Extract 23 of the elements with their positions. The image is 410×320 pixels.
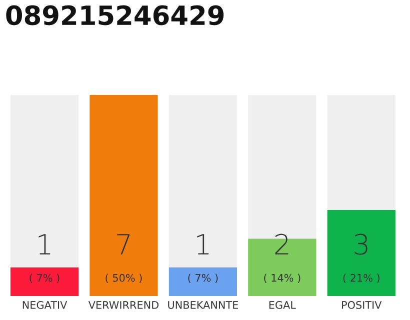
annotation: ( 50% ) bbox=[106, 274, 142, 284]
data-label: 7 bbox=[117, 234, 130, 254]
annotation: ( 7% ) bbox=[30, 274, 60, 284]
chart-title: 089215246429 bbox=[6, 5, 224, 26]
x-tick-label: POSITIV bbox=[342, 301, 382, 309]
annotation: ( 21% ) bbox=[343, 274, 380, 284]
bar bbox=[168, 267, 238, 296]
bar bbox=[90, 95, 158, 296]
data-label: 2 bbox=[275, 234, 288, 254]
x-tick-label: VERWIRREND bbox=[88, 301, 159, 309]
data-label: 1 bbox=[197, 234, 209, 254]
annotation: ( 7% ) bbox=[188, 274, 218, 284]
bar bbox=[168, 95, 238, 268]
bar bbox=[10, 95, 79, 268]
data-label: 3 bbox=[354, 234, 368, 255]
bar bbox=[327, 210, 396, 296]
bar bbox=[327, 95, 396, 210]
bar bbox=[10, 267, 79, 296]
data-label: 1 bbox=[38, 234, 50, 254]
x-tick-label: EGAL bbox=[269, 301, 296, 309]
x-tick-label: UNBEKANNTE bbox=[168, 301, 238, 309]
annotation: ( 14% ) bbox=[264, 274, 300, 284]
x-tick-label: NEGATIV bbox=[22, 301, 68, 309]
